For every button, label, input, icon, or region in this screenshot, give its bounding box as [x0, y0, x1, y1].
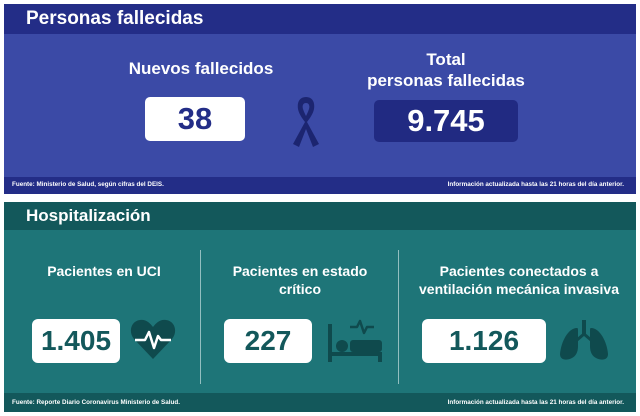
critical-label-line2: crítico	[278, 281, 321, 297]
hospital-footer: Fuente: Reporte Diario Coronavirus Minis…	[4, 393, 636, 412]
critical-label: Pacientes en estado crítico	[216, 262, 384, 298]
critical-label-line1: Pacientes en estado	[232, 263, 368, 279]
new-deaths-label: Nuevos fallecidos	[128, 59, 274, 78]
deaths-title: Personas fallecidas	[26, 8, 204, 29]
uci-label: Pacientes en UCI	[47, 263, 161, 279]
divider-2	[398, 250, 399, 384]
deaths-panel: Personas fallecidas Nuevos fallecidos 38…	[4, 4, 636, 194]
ventilation-value: 1.126	[422, 319, 546, 363]
hospital-bed-icon	[328, 319, 382, 362]
ventilation-label-line2: ventilación mecánica invasiva	[419, 281, 619, 297]
deaths-source: Fuente: Ministerio de Salud, según cifra…	[12, 181, 164, 188]
hospital-source: Fuente: Reporte Diario Coronavirus Minis…	[12, 399, 180, 406]
ventilation-label-line1: Pacientes conectados a	[439, 263, 599, 279]
hospital-title: Hospitalización	[26, 206, 151, 225]
critical-value: 227	[224, 319, 312, 363]
hospital-panel: Hospitalización Pacientes en UCI 1.405 P…	[4, 202, 636, 412]
ribbon-icon	[293, 97, 319, 147]
heart-pulse-icon	[130, 319, 176, 359]
uci-value: 1.405	[32, 319, 120, 363]
hospital-header: Hospitalización	[4, 202, 636, 230]
total-deaths-label-line2: personas fallecidas	[367, 71, 525, 90]
total-deaths-value: 9.745	[374, 100, 518, 142]
deaths-footer: Fuente: Ministerio de Salud, según cifra…	[4, 177, 636, 194]
total-deaths-label: Total personas fallecidas	[344, 49, 548, 91]
deaths-update-note: Información actualizada hasta las 21 hor…	[447, 181, 624, 188]
deaths-header: Personas fallecidas	[4, 4, 636, 34]
new-deaths-value: 38	[145, 97, 245, 141]
total-deaths-label-line1: Total	[426, 50, 466, 69]
divider-1	[200, 250, 201, 384]
hospital-update-note: Información actualizada hasta las 21 hor…	[447, 399, 624, 406]
ventilation-label: Pacientes conectados a ventilación mecán…	[408, 262, 630, 298]
lungs-icon	[560, 320, 608, 360]
